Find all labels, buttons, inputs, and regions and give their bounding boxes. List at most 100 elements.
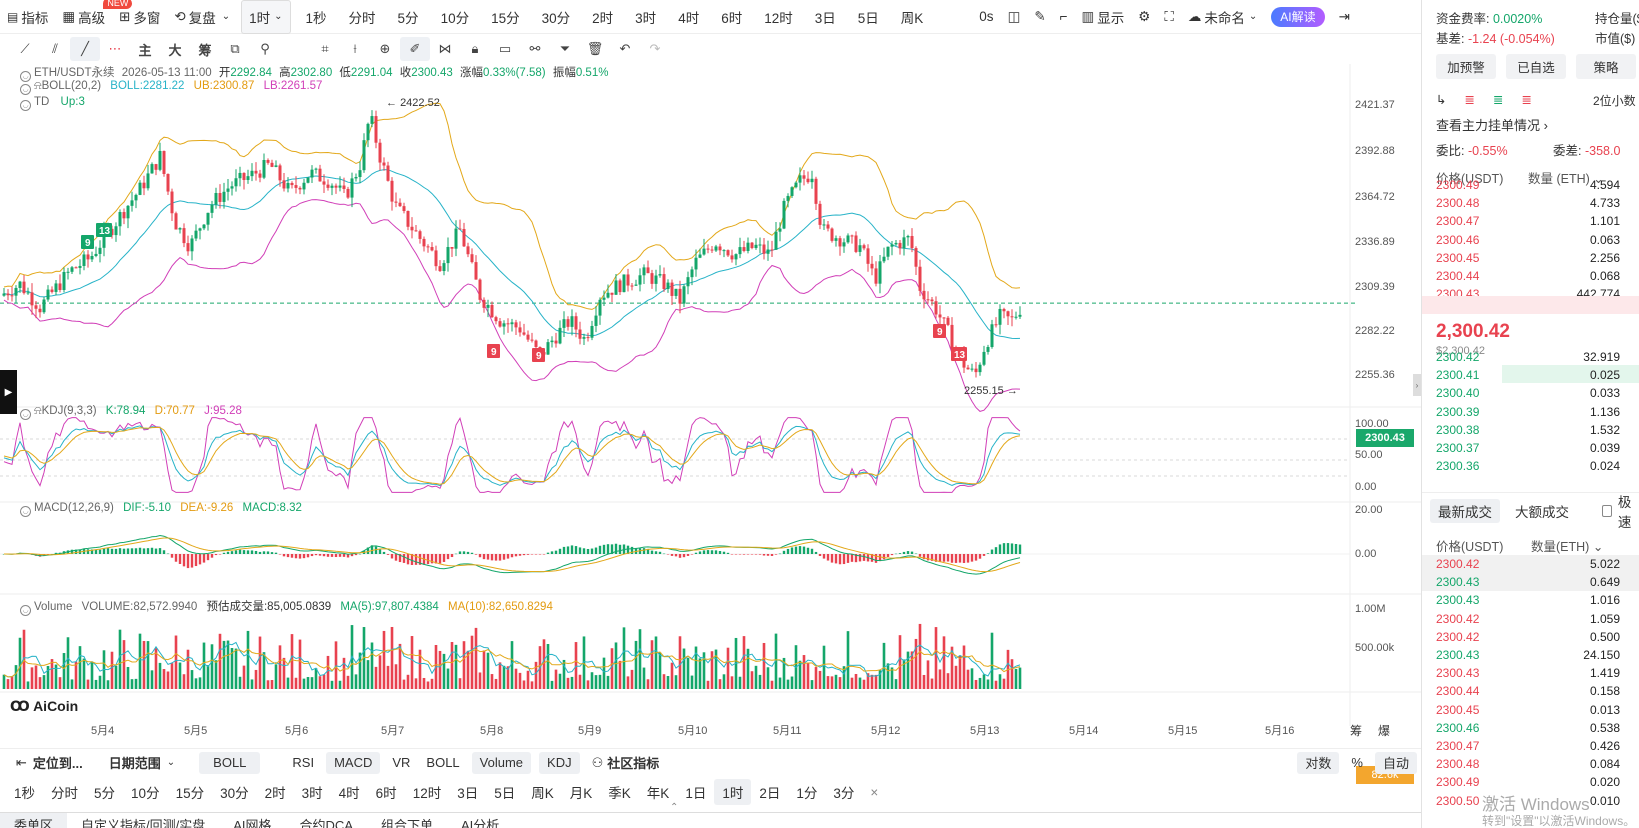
orderbook-row[interactable]: 2300.48 4.733 — [1436, 194, 1639, 212]
bottom-tab-0[interactable]: 委单区 — [0, 813, 68, 828]
indicator-menu[interactable]: ▤ 指标 — [7, 9, 49, 26]
eye-icon[interactable]: ◡ — [20, 506, 31, 517]
collapse-right-icon[interactable]: ⇥ — [1338, 8, 1350, 24]
redo-icon[interactable]: ↷ — [649, 41, 661, 56]
magnet-icon[interactable]: ⚲ — [260, 41, 270, 56]
bottom-timeframe-11[interactable]: 3日 — [457, 786, 479, 801]
chart-area[interactable]: 9 13 9 9 9 13 ◡ ETH/USDT永续 2026-05-13 11:00 开2… — [0, 64, 1421, 784]
orderbook-row[interactable]: 2300.39 1.136 — [1436, 403, 1639, 421]
trend-line-icon[interactable]: ╱ — [70, 37, 100, 61]
ray-line-icon[interactable]: ⟋ — [20, 41, 30, 56]
indicator-boll[interactable]: BOLL — [426, 755, 460, 770]
bottom-timeframe-17[interactable]: 1日 — [685, 786, 707, 801]
bottom-timeframe-10[interactable]: 12时 — [412, 786, 442, 801]
bottom-timeframe-13[interactable]: 周K — [531, 786, 554, 801]
bottom-timeframe-15[interactable]: 季K — [608, 786, 631, 801]
timeframe-9[interactable]: 6时 — [721, 10, 743, 26]
percent-scale-button[interactable]: % — [1351, 755, 1363, 770]
timeframe-11[interactable]: 3日 — [814, 10, 836, 26]
eye-icon[interactable]: ◡ — [20, 100, 31, 111]
boll-pill[interactable]: BOLL — [199, 751, 261, 774]
timeframe-1[interactable]: 分时 — [348, 10, 376, 26]
collapse-icon[interactable]: ↳ — [1436, 93, 1447, 107]
pen-icon[interactable]: ✎ — [1034, 8, 1046, 24]
bottom-timeframe-21[interactable]: 3分 — [833, 786, 855, 801]
liquidation-label[interactable]: 爆 — [1378, 724, 1391, 738]
orderbook-row[interactable]: 2300.37 0.039 — [1436, 439, 1639, 457]
indicator-volume[interactable]: Volume — [471, 751, 532, 774]
ai-read-button[interactable]: AI解读 — [1271, 6, 1325, 27]
date-range-select[interactable]: 日期范围 ⌄ — [108, 756, 176, 771]
undo-icon[interactable]: ↶ — [619, 41, 631, 56]
bids-only-icon[interactable]: ≣ — [1492, 93, 1504, 107]
timeframe-12[interactable]: 5日 — [857, 10, 879, 26]
timeframe-13[interactable]: 周K — [900, 10, 924, 26]
timeframe-8[interactable]: 4时 — [678, 10, 700, 26]
dot-line-icon[interactable]: ⋯ — [108, 41, 122, 56]
orderbook-row[interactable]: 2300.44 0.068 — [1436, 267, 1639, 285]
decimals-select[interactable]: 2位小数 — [1593, 94, 1636, 108]
bottom-timeframe-14[interactable]: 月K — [569, 786, 593, 801]
orderbook-row[interactable]: 2300.46 0.063 — [1436, 231, 1639, 249]
bottom-timeframe-16[interactable]: 年K — [646, 786, 670, 801]
bottom-timeframe-18[interactable]: 1时 — [714, 779, 752, 805]
parallel-line-icon[interactable]: ⫽ — [52, 41, 58, 56]
orderbook-row[interactable]: 2300.41 0.025 — [1436, 366, 1639, 384]
community-indicator-button[interactable]: ⚇ 社区指标 — [591, 754, 660, 772]
bottom-tab-1[interactable]: 自定义指标/回测/实盘 — [81, 818, 206, 828]
interval-select[interactable]: 1时 ⌄ — [241, 0, 291, 34]
chip-label[interactable]: 筹 — [1350, 724, 1363, 738]
lock-icon[interactable]: 🔒︎ — [471, 41, 479, 56]
pattern-icon[interactable]: ⋈ — [438, 41, 452, 56]
bottom-timeframe-2[interactable]: 5分 — [94, 786, 116, 801]
orderbook-row[interactable]: 2300.45 2.256 — [1436, 249, 1639, 267]
eye-icon[interactable]: ◡ — [20, 84, 31, 95]
trash-icon[interactable]: 🗑︎ — [586, 41, 604, 56]
main-force-toggle[interactable]: 主 — [138, 42, 152, 58]
bottom-timeframe-8[interactable]: 4时 — [338, 786, 360, 801]
log-scale-button[interactable]: 对数 — [1297, 751, 1340, 774]
layout-icon[interactable]: ⌐ — [1059, 9, 1068, 24]
asks-only-icon[interactable]: ≣ — [1521, 93, 1532, 107]
handle-icon[interactable]: ⌃ — [670, 802, 679, 813]
orderbook-row[interactable]: 2300.36 0.024 — [1436, 457, 1639, 475]
timeframe-2[interactable]: 5分 — [397, 10, 419, 26]
timeframe-6[interactable]: 2时 — [592, 10, 614, 26]
add-alert-button[interactable]: 加预警 — [1436, 54, 1496, 79]
large-order-toggle[interactable]: 大 — [168, 42, 182, 58]
bottom-timeframe-12[interactable]: 5日 — [494, 786, 516, 801]
bottom-timeframe-19[interactable]: 2日 — [759, 786, 781, 801]
both-sides-icon[interactable]: ≣ — [1464, 93, 1475, 107]
replay-menu[interactable]: ⟲ 复盘 ⌄ — [174, 8, 231, 26]
tab-large-trades[interactable]: 大额成交 — [1515, 505, 1569, 520]
timeframe-7[interactable]: 3时 — [635, 10, 657, 26]
bottom-tab-5[interactable]: AI分析 — [461, 818, 500, 828]
bottom-tab-2[interactable]: AI网格 — [233, 818, 272, 828]
camera-icon[interactable]: ◫ — [1007, 8, 1021, 24]
close-icon[interactable]: × — [870, 784, 879, 800]
timeframe-0[interactable]: 1秒 — [305, 10, 327, 26]
bottom-timeframe-9[interactable]: 6时 — [375, 786, 397, 801]
orderbook-row[interactable]: 2300.47 1.101 — [1436, 212, 1639, 230]
tab-latest-trades[interactable]: 最新成交 — [1430, 499, 1500, 523]
strategy-button[interactable]: 策略 — [1576, 54, 1636, 79]
bottom-timeframe-4[interactable]: 15分 — [175, 786, 205, 801]
timeframe-10[interactable]: 12时 — [764, 10, 793, 26]
eye-icon[interactable]: ◡ — [20, 71, 31, 82]
multi-window-menu[interactable]: ⊞ 多窗 — [119, 8, 161, 26]
filter-icon[interactable]: ⏷ — [559, 41, 571, 56]
locate-button[interactable]: ⇤ 定位到... — [16, 754, 83, 772]
template-menu[interactable]: ☁ 未命名 ⌄ — [1187, 8, 1258, 26]
bottom-timeframe-3[interactable]: 10分 — [131, 786, 160, 801]
link-icon[interactable]: ⚯ — [529, 41, 541, 56]
bottom-timeframe-1[interactable]: 分时 — [51, 786, 79, 801]
advanced-menu[interactable]: NEW ▦ 高级 — [55, 0, 133, 34]
orderbook-row[interactable]: 2300.38 1.532 — [1436, 421, 1639, 439]
bottom-tab-3[interactable]: 合约DCA — [299, 818, 353, 828]
bottom-timeframe-6[interactable]: 2时 — [264, 786, 286, 801]
indicator-vr[interactable]: VR — [392, 755, 411, 770]
bottom-timeframe-5[interactable]: 30分 — [220, 786, 249, 801]
zoom-in-icon[interactable]: ⊕ — [379, 41, 391, 56]
timeframe-4[interactable]: 15分 — [491, 10, 520, 26]
text-icon[interactable]: ⌗ — [321, 41, 329, 56]
